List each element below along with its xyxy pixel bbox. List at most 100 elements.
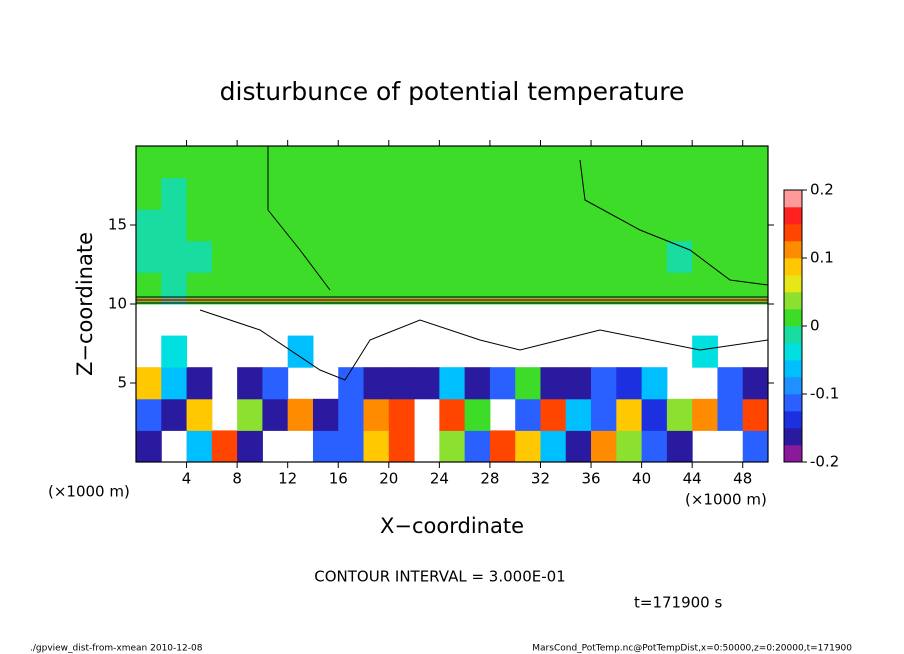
field-cell [717, 209, 744, 242]
x-unit-label: (×1000 m) [685, 491, 767, 509]
field-cell [388, 209, 415, 242]
field-cell [717, 146, 744, 179]
x-unit-label: (×1000 m) [48, 483, 130, 501]
field-cell [742, 146, 769, 179]
field-cell [666, 177, 693, 210]
field-cell [287, 240, 314, 273]
field-cell [388, 367, 415, 400]
contour-line [579, 159, 769, 286]
contour-line [199, 309, 769, 381]
field-cell [136, 240, 162, 273]
time-label: t=171900 s [634, 594, 722, 612]
field-cell [186, 240, 213, 273]
field-cell [565, 209, 592, 242]
field-cell [338, 430, 365, 463]
field-cell [136, 209, 162, 242]
field-cell [262, 209, 289, 242]
x-tick-label: 48 [733, 470, 752, 488]
field-cell [338, 240, 365, 273]
field-cell [211, 430, 238, 463]
field-cell [312, 209, 339, 242]
y-tick-label: 15 [108, 216, 127, 234]
field-cell [186, 367, 213, 400]
field-cell [186, 177, 213, 210]
field-cell [237, 398, 263, 431]
field-cell [186, 146, 213, 179]
field-cell [515, 367, 541, 400]
field-cell [489, 177, 516, 210]
field-cell [161, 177, 188, 210]
field-cell [666, 398, 693, 431]
field-cell [515, 240, 541, 273]
colorbar-segment [784, 275, 802, 293]
field-cell [161, 367, 188, 400]
colorbar-tick-label: 0 [810, 317, 820, 335]
colorbar-segment [784, 207, 802, 225]
field-cell [237, 146, 263, 179]
field-cell [312, 177, 339, 210]
field-cell [641, 146, 668, 179]
field-cell [591, 367, 617, 400]
field-cell [136, 177, 162, 210]
colorbar-segment [784, 241, 802, 259]
colorbar-segment [784, 428, 802, 446]
field-cell [363, 367, 390, 400]
colorbar-segment [784, 360, 802, 378]
field-cell [692, 209, 718, 242]
field-cell [641, 177, 668, 210]
field-cell [616, 430, 643, 463]
x-tick-label: 28 [480, 470, 499, 488]
field-cell [464, 209, 491, 242]
field-cell [312, 430, 339, 463]
field-cell [186, 209, 213, 242]
field-cell [287, 146, 314, 179]
x-axis-label: X−coordinate [380, 514, 524, 538]
field-cell [312, 240, 339, 273]
field-cell [616, 177, 643, 210]
field-cell [338, 209, 365, 242]
colorbar-segment [784, 411, 802, 429]
x-tick-label: 24 [430, 470, 449, 488]
field-cell [616, 240, 643, 273]
field-cell [641, 398, 668, 431]
colorbar-segment [784, 343, 802, 361]
field-cell [161, 209, 188, 242]
field-cell [439, 240, 466, 273]
field-cell [515, 177, 541, 210]
field [136, 146, 769, 463]
colorbar-tick-label: 0.1 [810, 249, 834, 267]
field-cell [414, 367, 440, 400]
field-cell [489, 146, 516, 179]
field-cell [616, 209, 643, 242]
field-cell [489, 209, 516, 242]
field-cell [237, 177, 263, 210]
field-cell [616, 398, 643, 431]
field-cell [287, 398, 314, 431]
field-cell [262, 367, 289, 400]
footer-right: MarsCond_PotTemp.nc@PotTempDist,x=0:5000… [532, 644, 852, 654]
field-cell [312, 398, 339, 431]
field-cell [464, 146, 491, 179]
field-cell [692, 177, 718, 210]
field-cell [540, 177, 567, 210]
field-cell [363, 209, 390, 242]
field-cell [565, 240, 592, 273]
x-tick-label: 20 [379, 470, 398, 488]
field-cell [186, 430, 213, 463]
field-cell [414, 177, 440, 210]
field-cell [565, 177, 592, 210]
field-cell [591, 240, 617, 273]
colorbar-tick-label: 0.2 [810, 181, 834, 199]
x-tick-label: 8 [232, 470, 242, 488]
x-tick-label: 4 [182, 470, 192, 488]
field-cell [641, 430, 668, 463]
x-tick-label: 32 [531, 470, 550, 488]
field-cell [338, 367, 365, 400]
field-cell [515, 209, 541, 242]
field-cell [565, 367, 592, 400]
field-cell [591, 177, 617, 210]
field-cell [136, 367, 162, 400]
field-cell [388, 177, 415, 210]
field-cell [262, 398, 289, 431]
y-tick-label: 5 [117, 374, 127, 392]
